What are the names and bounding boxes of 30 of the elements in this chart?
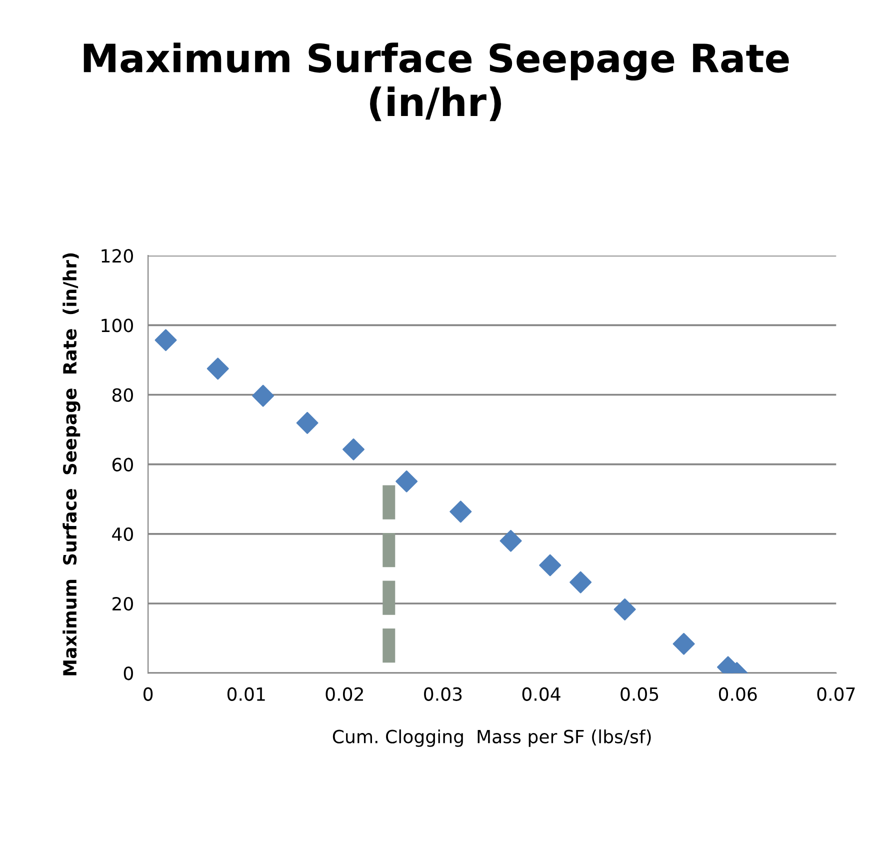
point [672, 632, 695, 655]
x-tick-label: 0.04 [522, 687, 560, 701]
x-tick-label: 0.07 [817, 687, 855, 701]
y-tick-label: 120 [102, 249, 133, 263]
x-tick-label: 0.02 [326, 687, 363, 701]
y-tick-label: 60 [112, 458, 133, 472]
x-tick-label: 0.01 [227, 687, 265, 701]
point [342, 438, 365, 460]
point [614, 598, 636, 620]
point [450, 500, 472, 523]
point [539, 554, 562, 576]
point [570, 571, 592, 594]
y-tick-label: 100 [102, 318, 133, 332]
point [500, 530, 522, 552]
point [206, 358, 229, 380]
y-tick-label: 0 [124, 666, 133, 680]
y-tick-label: 40 [112, 527, 133, 542]
y-axis-title: Maximum Surface Seepage Rate (in/hr) [62, 253, 80, 676]
chart-title: Maximum Surface Seepage Rate (in/hr) [84, 42, 789, 122]
x-tick-label: 0 [144, 687, 153, 701]
y-tick-label: 80 [112, 388, 133, 402]
x-tick-label: 0.05 [620, 687, 658, 701]
y-tick-label: 20 [112, 596, 133, 611]
point [396, 470, 418, 492]
point [154, 329, 177, 352]
point [296, 412, 318, 434]
point [252, 384, 274, 407]
x-axis-title: Cum. Clogging Mass per SF (lbs/sf) [332, 729, 651, 747]
x-tick-label: 0.06 [718, 687, 757, 701]
x-tick-label: 0.03 [424, 687, 462, 701]
